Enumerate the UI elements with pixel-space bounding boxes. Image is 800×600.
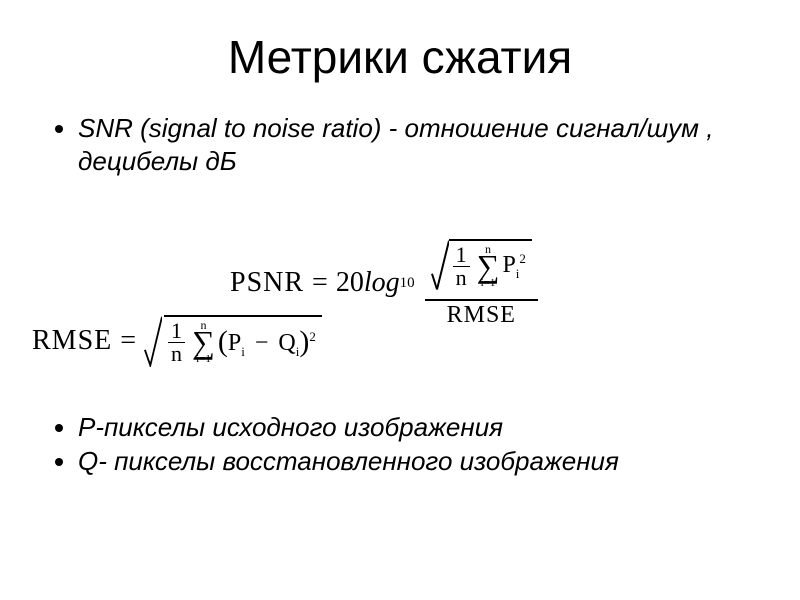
psnr-numerator: 1 n n ∑ i=1 Pi2 (425, 237, 538, 299)
bullets-bottom: P-пикселы исходного изображения Q- пиксе… (50, 411, 750, 479)
bullet-snr: SNR (signal to noise ratio) - отношение … (78, 112, 750, 177)
frac-num-1: 1 (453, 244, 470, 266)
var-Q: Q (278, 330, 295, 356)
sigma-psnr: n ∑ i=1 (477, 243, 500, 289)
sqrt-rmse: 1 n n ∑ i=1 (Pi − Qi)2 (144, 315, 322, 367)
rmse-lhs: RMSE (32, 325, 112, 357)
sub-i: i (241, 344, 245, 359)
log-label: log (364, 267, 400, 299)
psnr-denominator: RMSE (441, 301, 522, 329)
bullets-top: SNR (signal to noise ratio) - отношение … (50, 112, 750, 177)
sigma-bot: i=1 (481, 278, 496, 289)
log-base: 10 (400, 275, 415, 292)
bullet-p: P-пикселы исходного изображения (78, 411, 750, 445)
frac-den-n: n (453, 267, 470, 289)
rparen: ) (299, 325, 309, 358)
frac-num-1: 1 (168, 320, 185, 342)
sqrt-psnr: 1 n n ∑ i=1 Pi2 (431, 239, 532, 291)
sub-i: i (516, 266, 520, 281)
pi-minus-qi-squared: (Pi − Qi)2 (218, 324, 316, 360)
sigma-icon: ∑ (477, 253, 500, 280)
psnr-lhs: PSNR (230, 267, 304, 299)
slide: Метрики сжатия SNR (signal to noise rati… (0, 0, 800, 600)
rmse-equation: RMSE = 1 n n ∑ i=1 (32, 315, 322, 367)
slide-title: Метрики сжатия (50, 30, 750, 84)
lparen: ( (218, 325, 228, 358)
var-P: P (502, 252, 515, 278)
equals-sign: = (120, 325, 136, 357)
sup-2: 2 (309, 329, 316, 344)
psnr-coef: 20 (336, 267, 364, 299)
sup-2: 2 (519, 251, 526, 266)
sigma-rmse: n ∑ i=1 (192, 319, 215, 365)
equals-sign: = (312, 267, 328, 299)
sigma-bot: i=1 (196, 354, 211, 365)
minus-sign: − (255, 330, 269, 356)
sqrt-body-psnr: 1 n n ∑ i=1 Pi2 (449, 239, 532, 291)
one-over-n: 1 n (168, 320, 185, 365)
radical-icon (431, 239, 449, 291)
p-i-squared: Pi2 (502, 252, 525, 280)
radical-icon (144, 315, 164, 367)
frac-den-n: n (168, 343, 185, 365)
var-P: P (228, 330, 241, 356)
psnr-fraction: 1 n n ∑ i=1 Pi2 (425, 237, 538, 329)
sigma-icon: ∑ (192, 329, 215, 356)
bullet-q: Q- пикселы восстановленного изображения (78, 445, 750, 479)
sqrt-body-rmse: 1 n n ∑ i=1 (Pi − Qi)2 (164, 315, 322, 367)
one-over-n: 1 n (453, 244, 470, 289)
formula-area: PSNR = 20 log10 1 (50, 185, 750, 405)
